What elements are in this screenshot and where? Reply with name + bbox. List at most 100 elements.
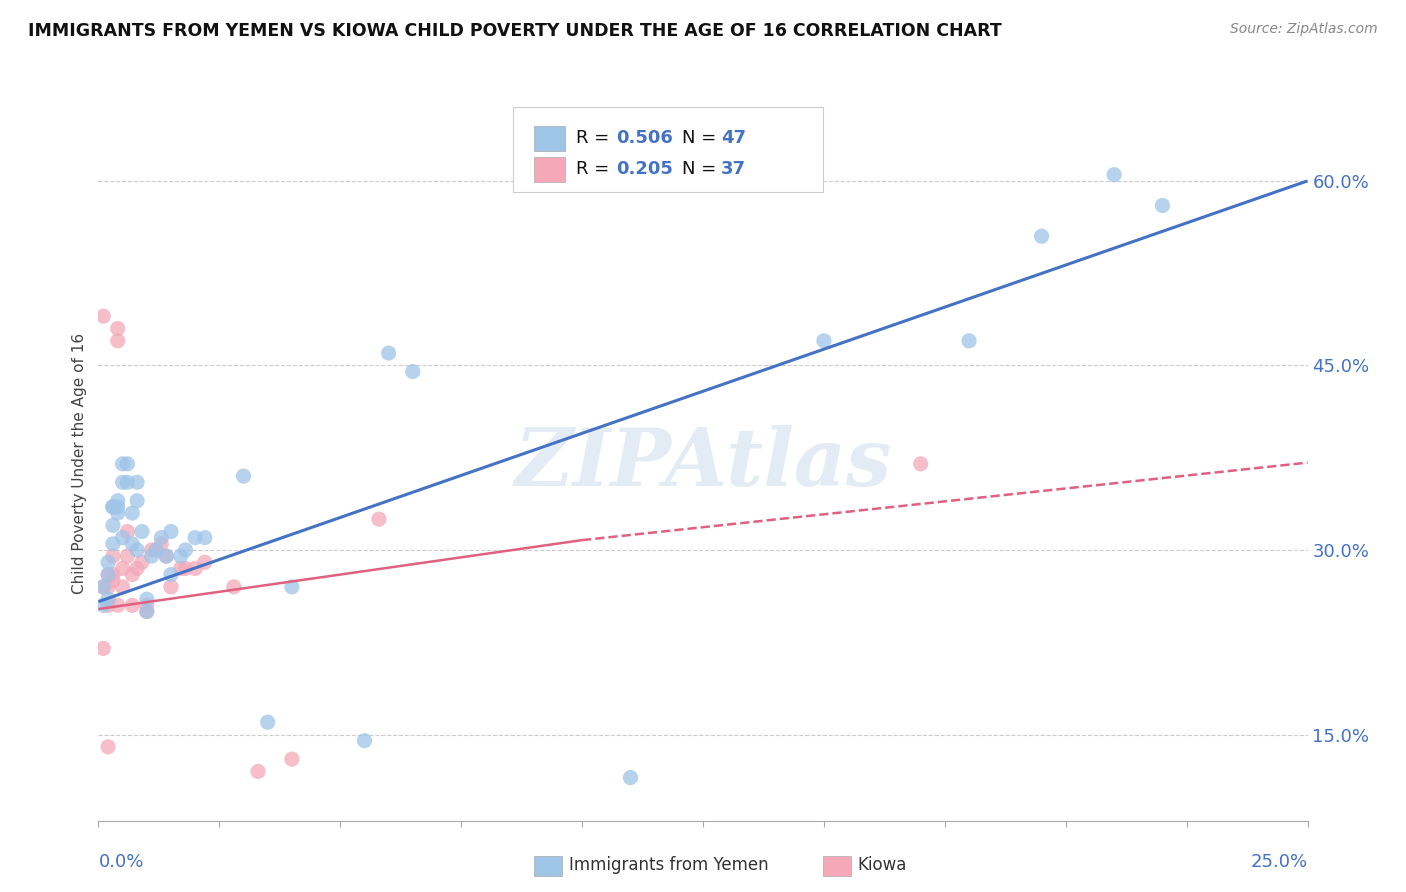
Text: 0.205: 0.205 bbox=[616, 161, 672, 178]
Point bbox=[101, 500, 124, 514]
Point bbox=[194, 555, 217, 569]
Point bbox=[155, 549, 177, 563]
Text: 0.0%: 0.0% bbox=[98, 853, 143, 871]
Point bbox=[107, 500, 129, 514]
Text: 37: 37 bbox=[721, 161, 747, 178]
Point bbox=[281, 752, 304, 766]
Point bbox=[174, 543, 197, 558]
Point bbox=[368, 512, 391, 526]
Point bbox=[127, 493, 149, 508]
Point bbox=[107, 493, 129, 508]
Point bbox=[91, 309, 114, 323]
Point bbox=[402, 365, 425, 379]
Point bbox=[150, 531, 173, 545]
Point bbox=[111, 580, 134, 594]
Point bbox=[194, 531, 217, 545]
Point bbox=[107, 599, 129, 613]
Point bbox=[107, 506, 129, 520]
Point bbox=[121, 506, 143, 520]
Point bbox=[957, 334, 980, 348]
Text: IMMIGRANTS FROM YEMEN VS KIOWA CHILD POVERTY UNDER THE AGE OF 16 CORRELATION CHA: IMMIGRANTS FROM YEMEN VS KIOWA CHILD POV… bbox=[28, 22, 1002, 40]
Point bbox=[97, 567, 120, 582]
Point bbox=[101, 537, 124, 551]
Point bbox=[813, 334, 835, 348]
Point bbox=[135, 605, 157, 619]
Point bbox=[619, 771, 641, 785]
Point bbox=[111, 531, 134, 545]
Point bbox=[145, 543, 167, 558]
Point bbox=[97, 567, 120, 582]
Text: Kiowa: Kiowa bbox=[858, 856, 907, 874]
Point bbox=[174, 561, 197, 575]
Text: Immigrants from Yemen: Immigrants from Yemen bbox=[569, 856, 769, 874]
Point bbox=[281, 580, 304, 594]
Point bbox=[353, 733, 375, 747]
Point bbox=[107, 334, 129, 348]
Text: N =: N = bbox=[682, 129, 721, 147]
Text: R =: R = bbox=[576, 129, 616, 147]
Point bbox=[256, 715, 278, 730]
Point bbox=[117, 457, 139, 471]
Point bbox=[160, 580, 183, 594]
Point bbox=[127, 543, 149, 558]
Text: ZIPAtlas: ZIPAtlas bbox=[515, 425, 891, 502]
Point bbox=[121, 599, 143, 613]
Point bbox=[121, 567, 143, 582]
Point bbox=[131, 555, 153, 569]
Text: 25.0%: 25.0% bbox=[1250, 853, 1308, 871]
Point bbox=[91, 641, 114, 656]
Point bbox=[97, 580, 120, 594]
Point bbox=[101, 549, 124, 563]
Point bbox=[160, 524, 183, 539]
Point bbox=[101, 567, 124, 582]
Point bbox=[150, 537, 173, 551]
Point bbox=[111, 475, 134, 490]
Point bbox=[135, 605, 157, 619]
Point bbox=[1102, 168, 1125, 182]
Text: 0.506: 0.506 bbox=[616, 129, 672, 147]
Y-axis label: Child Poverty Under the Age of 16: Child Poverty Under the Age of 16 bbox=[72, 334, 87, 594]
Point bbox=[111, 457, 134, 471]
Point bbox=[141, 549, 163, 563]
Point bbox=[127, 561, 149, 575]
Point bbox=[135, 592, 157, 607]
Text: R =: R = bbox=[576, 161, 616, 178]
Point bbox=[121, 537, 143, 551]
Point bbox=[1031, 229, 1053, 244]
Point bbox=[111, 561, 134, 575]
Point bbox=[117, 524, 139, 539]
Point bbox=[91, 580, 114, 594]
Point bbox=[117, 549, 139, 563]
Point bbox=[184, 561, 207, 575]
Point bbox=[160, 567, 183, 582]
Point bbox=[101, 500, 124, 514]
Point bbox=[169, 549, 191, 563]
Point bbox=[91, 599, 114, 613]
Point bbox=[117, 475, 139, 490]
Text: 47: 47 bbox=[721, 129, 747, 147]
Point bbox=[97, 599, 120, 613]
Point bbox=[127, 475, 149, 490]
Point bbox=[377, 346, 399, 360]
Point bbox=[135, 599, 157, 613]
Point bbox=[91, 580, 114, 594]
Point bbox=[910, 457, 932, 471]
Point bbox=[222, 580, 245, 594]
Point bbox=[145, 543, 167, 558]
Text: N =: N = bbox=[682, 161, 721, 178]
Text: Source: ZipAtlas.com: Source: ZipAtlas.com bbox=[1230, 22, 1378, 37]
Point bbox=[247, 764, 270, 779]
Point bbox=[101, 574, 124, 588]
Point bbox=[97, 592, 120, 607]
Point bbox=[97, 555, 120, 569]
Point bbox=[97, 739, 120, 754]
Point bbox=[232, 469, 254, 483]
Point bbox=[131, 524, 153, 539]
Point bbox=[107, 321, 129, 335]
Point bbox=[155, 549, 177, 563]
Point bbox=[141, 543, 163, 558]
Point bbox=[101, 518, 124, 533]
Point bbox=[184, 531, 207, 545]
Point bbox=[169, 561, 191, 575]
Point bbox=[1152, 198, 1174, 212]
